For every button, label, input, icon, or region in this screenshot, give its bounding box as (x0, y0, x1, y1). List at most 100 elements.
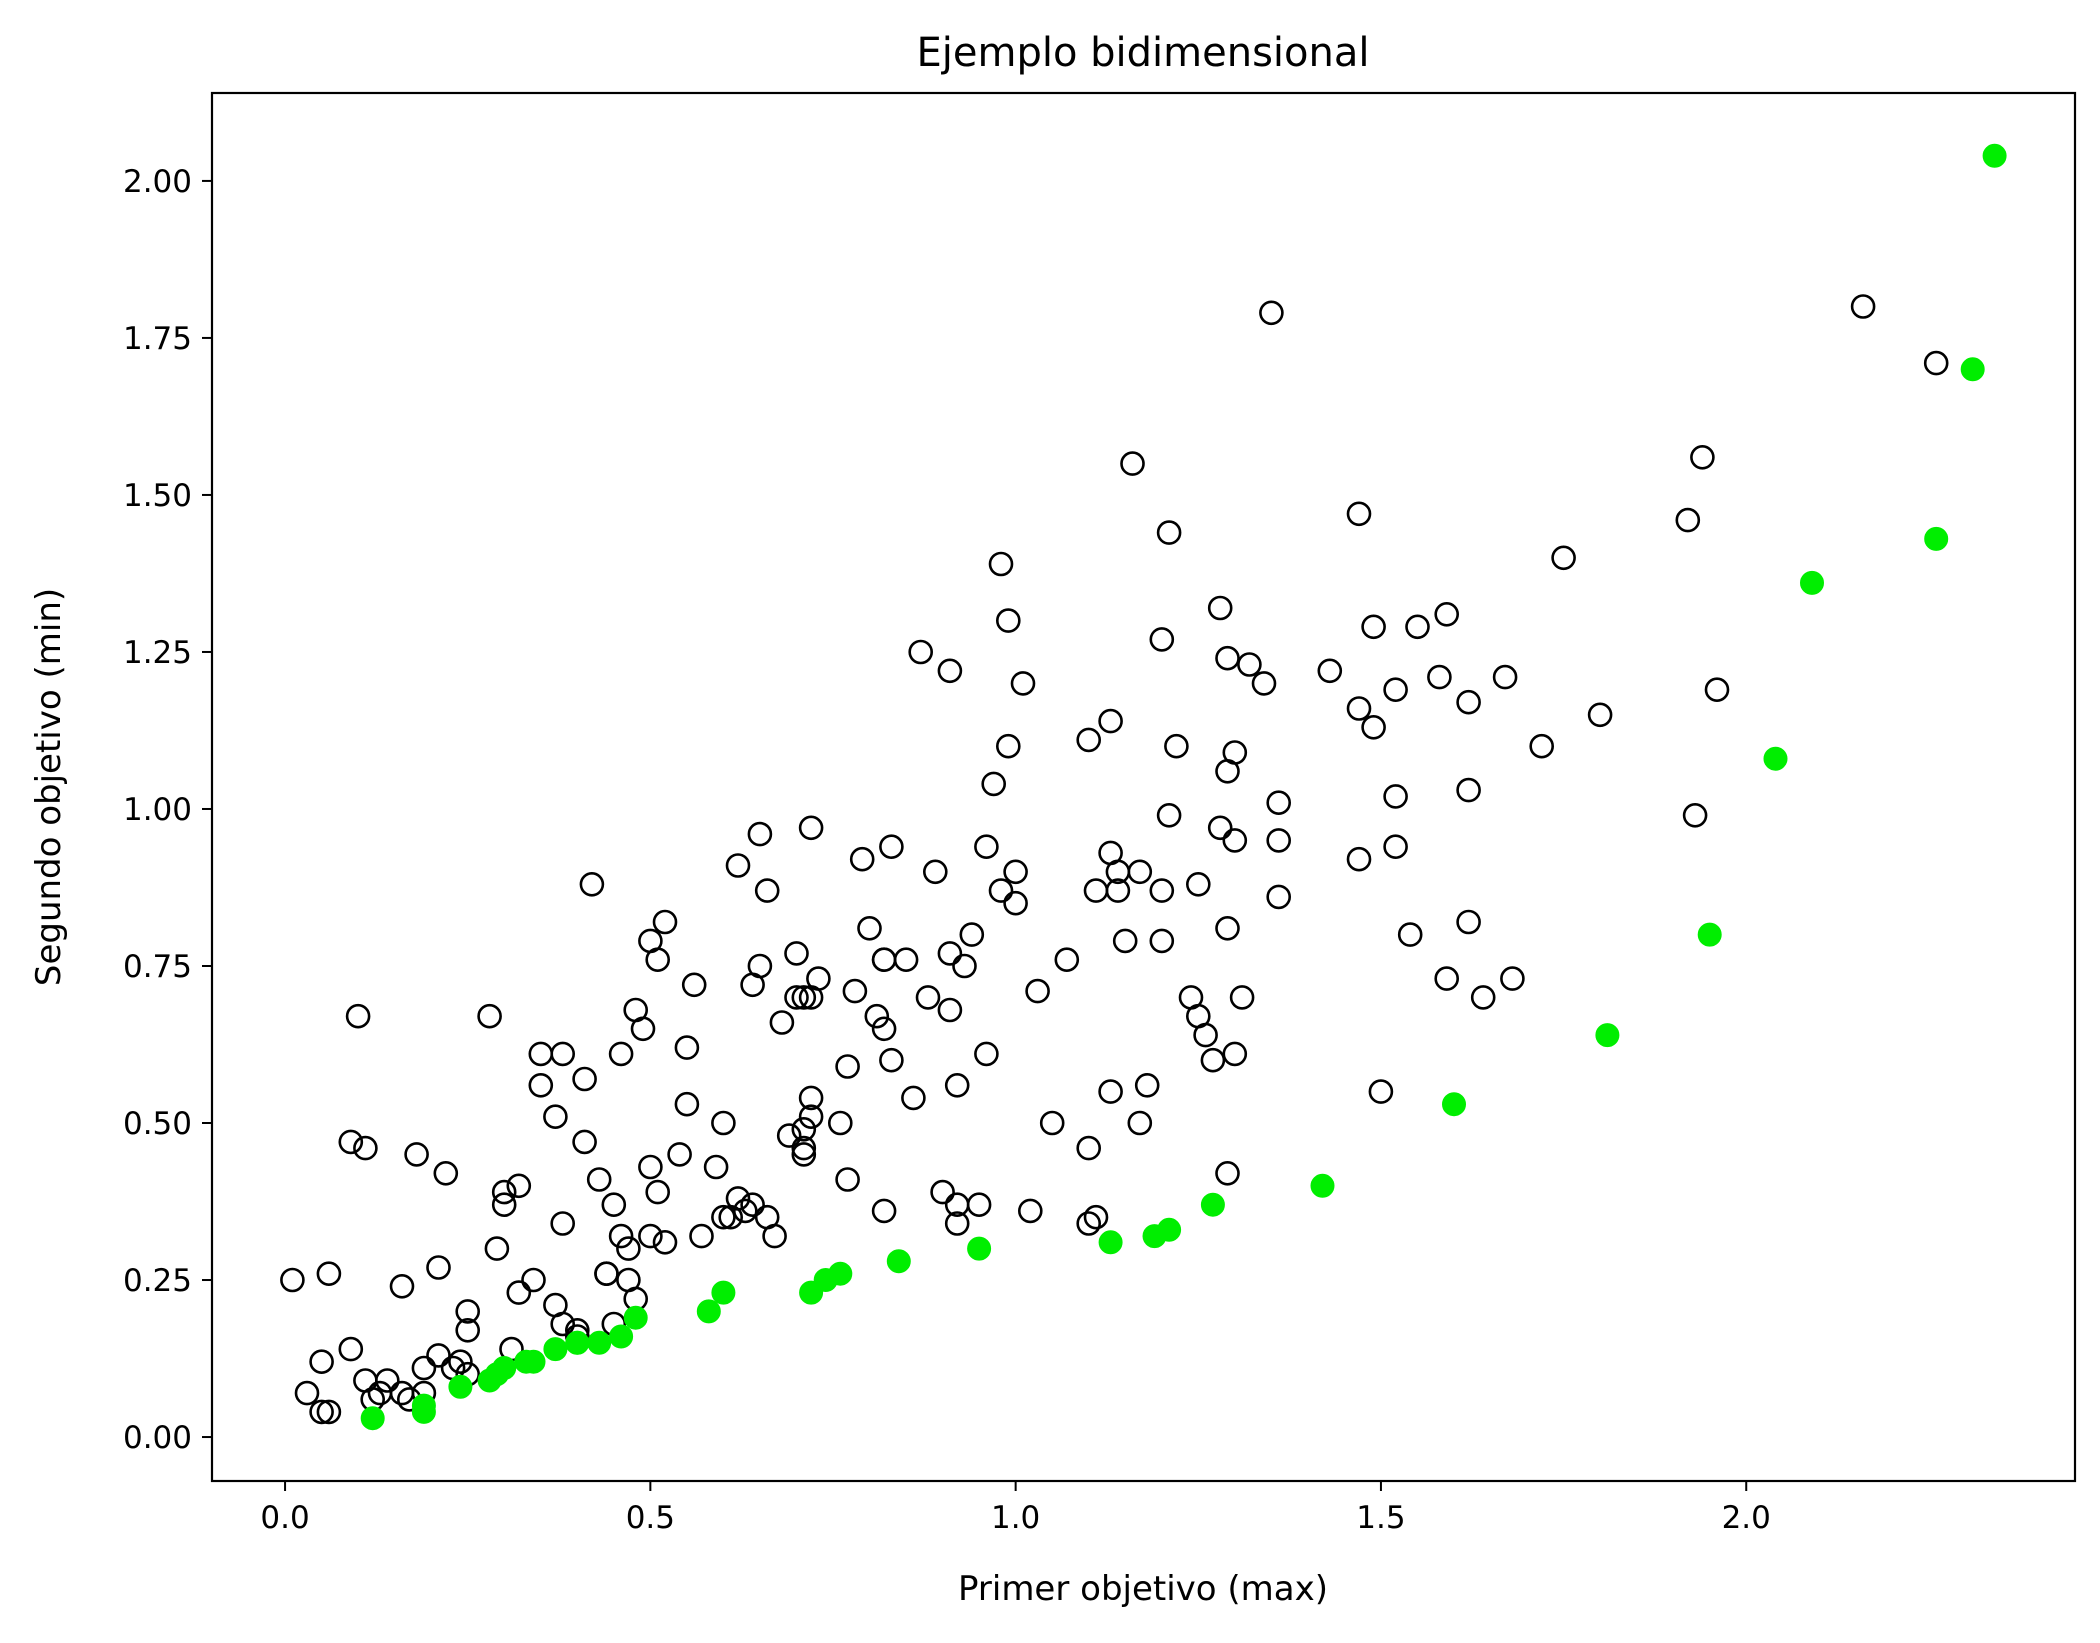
data-point-82 (747, 953, 773, 979)
data-point-128 (974, 1041, 999, 1067)
data-point-88 (776, 1123, 802, 1148)
data-point-25 (448, 1349, 473, 1374)
data-point-161 (1156, 802, 1182, 828)
data-point-173 (1215, 1161, 1240, 1186)
pareto-point-26 (1200, 1192, 1225, 1217)
y-tick-label-6: 1.25 (123, 635, 192, 671)
data-point-170 (1215, 645, 1240, 671)
data-point-90 (784, 985, 809, 1010)
data-point-165 (1186, 871, 1211, 897)
data-point-169 (1207, 595, 1233, 621)
data-point-121 (937, 658, 963, 684)
data-point-208 (1675, 507, 1701, 533)
plot-frame (210, 91, 2077, 1483)
data-point-211 (1704, 677, 1730, 703)
data-point-114 (901, 1085, 926, 1111)
data-point-202 (1470, 985, 1496, 1010)
data-point-15 (389, 1274, 415, 1299)
y-axis-label: Segundo objetivo (min) (29, 588, 69, 986)
y-tick-label-3: 0.50 (123, 1106, 192, 1142)
pareto-point-33 (1924, 526, 1949, 551)
pareto-point-22 (967, 1236, 992, 1261)
data-point-119 (937, 941, 963, 966)
data-point-212 (1850, 294, 1876, 319)
data-point-43 (550, 1311, 576, 1337)
data-point-126 (959, 922, 985, 947)
data-point-138 (1018, 1198, 1043, 1224)
data-point-192 (1383, 834, 1408, 860)
pareto-point-23 (1098, 1230, 1123, 1255)
data-point-167 (1200, 1047, 1226, 1073)
data-point-99 (806, 966, 831, 991)
data-point-75 (711, 1204, 736, 1230)
data-point-168 (1207, 815, 1233, 841)
pareto-point-3 (411, 1393, 436, 1418)
pareto-point-12 (565, 1330, 590, 1355)
data-point-184 (1317, 658, 1343, 684)
data-point-179 (1251, 671, 1277, 696)
x-tick-label-1: 0.0 (260, 1500, 309, 1536)
data-point-178 (1237, 652, 1262, 677)
data-point-129 (974, 834, 999, 860)
data-point-2 (316, 1261, 342, 1286)
chart-title: Ejemplo bidimensional (917, 30, 1370, 76)
ticks-layer: 0.0 0.5 1.0 1.5 2.0 0.00 0.25 0.50 0.75 1.00 1.25 1… (123, 164, 1771, 1536)
data-point-159 (1149, 928, 1175, 954)
data-point-94 (791, 1142, 817, 1167)
data-point-14 (374, 1368, 400, 1393)
pareto-point-28 (1442, 1092, 1466, 1117)
data-point-70 (674, 1091, 700, 1117)
data-point-81 (740, 1192, 765, 1217)
pareto-point-27 (1310, 1173, 1335, 1198)
y-tick-label-5: 1.00 (123, 792, 192, 828)
data-point-39 (543, 1104, 568, 1129)
data-point-116 (915, 985, 941, 1010)
y-tick-label-9: 2.00 (123, 164, 192, 200)
data-point-87 (769, 1010, 795, 1035)
data-point-188 (1361, 714, 1386, 740)
data-point-95 (798, 815, 824, 841)
data-point-103 (842, 978, 868, 1004)
data-point-134 (995, 733, 1021, 759)
marks-layer (280, 143, 2007, 1431)
pareto-point-15 (623, 1305, 648, 1330)
data-point-56 (616, 1236, 641, 1261)
data-point-78 (725, 1186, 751, 1211)
pareto-point-35 (1982, 143, 2007, 168)
data-point-4 (309, 1349, 334, 1374)
data-point-3 (294, 1380, 320, 1406)
data-point-34 (506, 1173, 532, 1199)
data-point-26 (455, 1318, 481, 1343)
data-point-18 (404, 1142, 429, 1167)
data-point-152 (1112, 928, 1138, 954)
data-point-183 (1266, 884, 1291, 910)
data-point-60 (630, 1016, 656, 1042)
data-point-136 (1003, 859, 1028, 885)
data-point-191 (1383, 784, 1408, 809)
data-point-196 (1427, 664, 1452, 690)
data-point-86 (762, 1223, 787, 1249)
data-point-124 (944, 1211, 970, 1236)
data-point-48 (579, 871, 605, 897)
data-point-125 (952, 953, 977, 979)
pareto-point-1 (360, 1406, 385, 1431)
data-point-85 (754, 878, 780, 903)
data-point-8 (345, 1003, 371, 1029)
data-point-6 (316, 1399, 342, 1425)
data-point-127 (966, 1192, 992, 1217)
pareto-point-29 (1595, 1023, 1620, 1048)
data-point-73 (703, 1154, 729, 1180)
data-point-47 (572, 1129, 597, 1155)
data-point-153 (1120, 451, 1145, 476)
data-point-205 (1529, 733, 1554, 759)
data-point-203 (1492, 664, 1518, 690)
data-point-147 (1098, 1079, 1123, 1104)
data-point-200 (1456, 777, 1481, 803)
data-point-175 (1222, 828, 1248, 853)
data-point-206 (1551, 545, 1576, 571)
data-point-160 (1156, 520, 1182, 545)
data-point-187 (1346, 501, 1372, 527)
data-point-155 (1127, 1110, 1153, 1136)
data-point-102 (835, 1054, 860, 1079)
